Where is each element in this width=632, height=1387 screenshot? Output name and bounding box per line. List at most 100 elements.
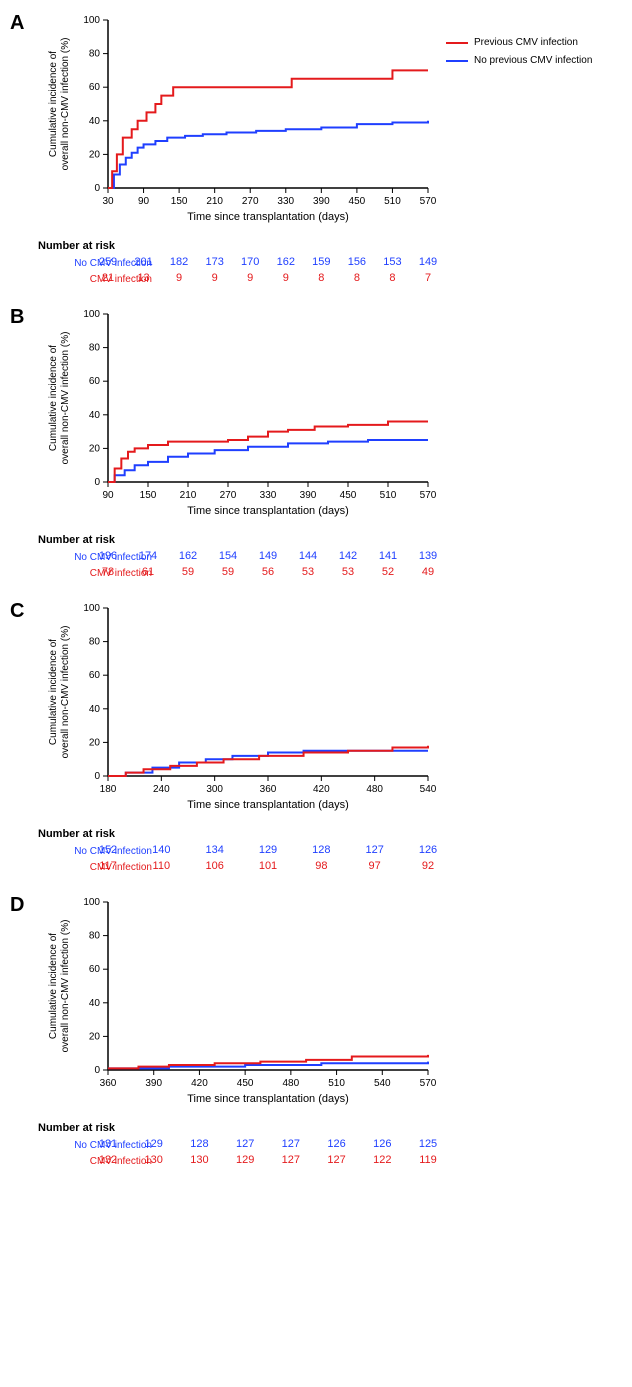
svg-text:40: 40 bbox=[89, 998, 101, 1009]
risk-cell: 149 bbox=[419, 256, 437, 268]
risk-row: No CMV infection131129128127127126126125 bbox=[38, 1138, 626, 1152]
svg-text:Time since transplantation (da: Time since transplantation (days) bbox=[187, 211, 349, 223]
number-at-risk: Number at riskNo CMV infection1961741621… bbox=[38, 530, 626, 580]
number-at-risk: Number at riskNo CMV infection1311291281… bbox=[38, 1118, 626, 1168]
svg-text:Time since transplantation (da: Time since transplantation (days) bbox=[187, 799, 349, 811]
svg-text:80: 80 bbox=[89, 343, 101, 354]
risk-cell: 98 bbox=[315, 860, 327, 872]
risk-cell: 9 bbox=[212, 272, 218, 284]
svg-text:20: 20 bbox=[89, 443, 101, 454]
svg-text:Time since transplantation (da: Time since transplantation (days) bbox=[187, 1093, 349, 1105]
svg-text:60: 60 bbox=[89, 82, 101, 93]
svg-text:overall non-CMV infection (%): overall non-CMV infection (%) bbox=[60, 332, 71, 465]
risk-row-label: CMV infection bbox=[38, 568, 158, 579]
risk-row-label: CMV infection bbox=[38, 862, 158, 873]
svg-text:90: 90 bbox=[102, 490, 114, 501]
risk-title: Number at risk bbox=[38, 828, 115, 840]
risk-cell: 13 bbox=[137, 272, 149, 284]
risk-cell: 170 bbox=[241, 256, 259, 268]
svg-text:60: 60 bbox=[89, 376, 101, 387]
risk-cell: 131 bbox=[99, 1138, 117, 1150]
svg-text:20: 20 bbox=[89, 737, 101, 748]
risk-cell: 59 bbox=[222, 566, 234, 578]
risk-cell: 159 bbox=[312, 256, 330, 268]
svg-text:20: 20 bbox=[89, 1031, 101, 1042]
svg-text:330: 330 bbox=[277, 196, 294, 207]
svg-text:0: 0 bbox=[94, 771, 100, 782]
svg-text:60: 60 bbox=[89, 964, 101, 975]
risk-cell: 126 bbox=[419, 844, 437, 856]
svg-text:510: 510 bbox=[384, 196, 401, 207]
risk-cell: 106 bbox=[205, 860, 223, 872]
svg-text:Cumulative incidence of: Cumulative incidence of bbox=[48, 345, 59, 451]
panel-a: A020406080100309015021027033039045051057… bbox=[6, 10, 626, 286]
risk-cell: 134 bbox=[205, 844, 223, 856]
risk-row: CMV infection132130130129127127122119 bbox=[38, 1154, 626, 1168]
risk-cell: 149 bbox=[259, 550, 277, 562]
chart: 020406080100180240300360420480540Time si… bbox=[38, 598, 438, 818]
svg-text:40: 40 bbox=[89, 410, 101, 421]
risk-cell: 129 bbox=[145, 1138, 163, 1150]
svg-text:80: 80 bbox=[89, 931, 101, 942]
svg-text:480: 480 bbox=[283, 1078, 300, 1089]
blue-line bbox=[108, 440, 428, 482]
risk-cell: 162 bbox=[277, 256, 295, 268]
legend-swatch bbox=[446, 60, 468, 62]
svg-text:Time since transplantation (da: Time since transplantation (days) bbox=[187, 505, 349, 517]
chart: 0204060801003090150210270330390450510570… bbox=[38, 10, 438, 230]
svg-text:570: 570 bbox=[420, 1078, 437, 1089]
legend-swatch bbox=[446, 42, 468, 44]
risk-cell: 97 bbox=[369, 860, 381, 872]
svg-text:90: 90 bbox=[138, 196, 150, 207]
panel-label: A bbox=[10, 12, 24, 35]
risk-cell: 144 bbox=[299, 550, 317, 562]
risk-cell: 49 bbox=[422, 566, 434, 578]
risk-cell: 126 bbox=[327, 1138, 345, 1150]
svg-text:570: 570 bbox=[420, 196, 437, 207]
risk-cell: 140 bbox=[152, 844, 170, 856]
svg-text:450: 450 bbox=[349, 196, 366, 207]
svg-text:150: 150 bbox=[171, 196, 188, 207]
number-at-risk: Number at riskNo CMV infection2592011821… bbox=[38, 236, 626, 286]
svg-text:270: 270 bbox=[220, 490, 237, 501]
svg-text:overall non-CMV infection (%): overall non-CMV infection (%) bbox=[60, 626, 71, 759]
risk-cell: 128 bbox=[312, 844, 330, 856]
risk-title: Number at risk bbox=[38, 240, 115, 252]
svg-text:390: 390 bbox=[145, 1078, 162, 1089]
svg-text:300: 300 bbox=[206, 784, 223, 795]
svg-text:510: 510 bbox=[380, 490, 397, 501]
red-line bbox=[108, 1055, 428, 1068]
svg-text:360: 360 bbox=[260, 784, 277, 795]
risk-cell: 127 bbox=[282, 1154, 300, 1166]
risk-cell: 127 bbox=[282, 1138, 300, 1150]
svg-text:540: 540 bbox=[374, 1078, 391, 1089]
risk-row: No CMV infection259201182173170162159156… bbox=[38, 256, 626, 270]
risk-cell: 127 bbox=[365, 844, 383, 856]
svg-text:510: 510 bbox=[328, 1078, 345, 1089]
svg-text:270: 270 bbox=[242, 196, 259, 207]
svg-text:Cumulative incidence of: Cumulative incidence of bbox=[48, 933, 59, 1039]
svg-text:210: 210 bbox=[206, 196, 223, 207]
risk-cell: 130 bbox=[145, 1154, 163, 1166]
risk-cell: 119 bbox=[419, 1154, 437, 1166]
risk-row: No CMV infection152140134129128127126 bbox=[38, 844, 626, 858]
risk-cell: 8 bbox=[354, 272, 360, 284]
svg-text:420: 420 bbox=[191, 1078, 208, 1089]
chart: 020406080100360390420450480510540570Time… bbox=[38, 892, 438, 1112]
svg-text:Cumulative incidence of: Cumulative incidence of bbox=[48, 51, 59, 157]
risk-cell: 156 bbox=[348, 256, 366, 268]
svg-text:210: 210 bbox=[180, 490, 197, 501]
risk-cell: 117 bbox=[99, 860, 117, 872]
risk-cell: 56 bbox=[262, 566, 274, 578]
risk-cell: 78 bbox=[102, 566, 114, 578]
svg-text:0: 0 bbox=[94, 1065, 100, 1076]
risk-row: CMV infection211399998887 bbox=[38, 272, 626, 286]
number-at-risk: Number at riskNo CMV infection1521401341… bbox=[38, 824, 626, 874]
svg-text:80: 80 bbox=[89, 49, 101, 60]
risk-cell: 174 bbox=[139, 550, 157, 562]
risk-cell: 9 bbox=[247, 272, 253, 284]
risk-cell: 125 bbox=[419, 1138, 437, 1150]
legend-label: Previous CMV infection bbox=[474, 34, 578, 52]
svg-text:60: 60 bbox=[89, 670, 101, 681]
risk-cell: 129 bbox=[236, 1154, 254, 1166]
